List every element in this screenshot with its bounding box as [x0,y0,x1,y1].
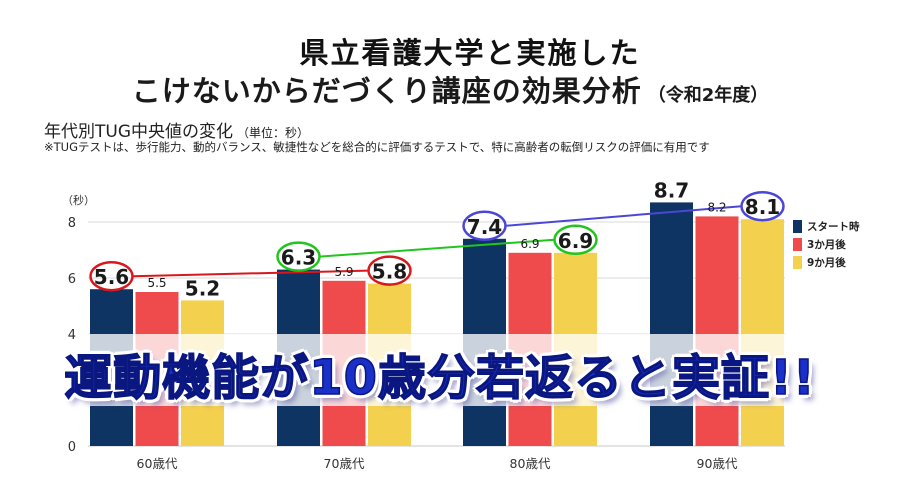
connector-line [505,205,742,227]
data-label: 6.9 [558,229,593,253]
y-tick-label: 4 [68,328,76,343]
chart-title-main: こけないからだづくり講座の効果分析 [131,74,642,108]
connector-line [319,238,555,258]
data-label: 8.7 [654,178,689,202]
highlight-circle [462,210,507,242]
data-label: 5.8 [372,260,407,284]
banner-band [88,334,788,406]
chart-title-line2: こけないからだづくり講座の効果分析 （令和2年度） [0,68,900,110]
x-tick-label: 70歳代 [324,456,365,471]
bar [695,216,739,446]
legend-swatch [793,256,802,269]
data-label: 5.5 [147,276,166,290]
x-tick-label: 60歳代 [137,456,178,471]
y-axis-label: （秒） [62,193,95,207]
y-ticks: 0 4 6 8 [68,216,76,455]
data-label: 5.6 [94,265,129,289]
banner-text: 運動機能が10歳分若返ると実証!! [63,349,816,407]
legend-label: 9か月後 [807,257,846,269]
highlight-circle [740,190,785,222]
data-label: 8.2 [707,200,726,214]
legend-item: スタート時 [793,219,860,234]
x-tick-labels: 60歳代 70歳代 80歳代 90歳代 [137,456,738,471]
subtitle-unit: （単位：秒） [237,126,310,140]
highlight-circle [89,260,134,292]
legend-item: 3か月後 [793,237,846,252]
highlight-circle [553,224,598,256]
bar [741,219,784,446]
bar [650,202,693,446]
tug-note: ※TUGテストは、歩行能力、動的バランス、敏捷性などを総合的に評価するテストで、… [44,140,710,154]
subtitle-text: 年代別TUG中央値の変化 [44,122,234,142]
chart-subtitle: 年代別TUG中央値の変化 （単位：秒） [44,117,309,142]
highlight-circle [367,255,412,286]
legend-item: 9か月後 [793,255,846,270]
chart-title-year: （令和2年度） [647,85,769,106]
legend-swatch [793,238,802,251]
y-tick-label: 6 [68,272,76,287]
chart-title-line1: 県立看護大学と実施した [299,36,641,70]
legend-swatch [793,220,802,233]
data-label: 8.1 [745,195,780,219]
x-tick-label: 80歳代 [510,456,551,471]
bars [90,202,784,446]
data-label: 7.4 [467,215,502,239]
y-tick-label: 0 [68,440,76,455]
connector-lines [89,190,785,292]
legend-label: 3か月後 [807,239,846,251]
connector-line [132,269,369,278]
x-tick-label: 90歳代 [697,456,738,471]
data-label: 5.2 [185,276,220,300]
data-label: 6.9 [520,237,539,251]
data-labels: 5.6 5.5 5.2 6.3 5.9 5.8 7.4 6.9 6.9 8.7 8.2 8.1 [94,178,780,300]
data-label: 6.3 [281,246,316,270]
legend-label: スタート時 [807,221,860,233]
highlight-circle [276,241,321,272]
headline-banner: 運動機能が10歳分若返ると実証!! [0,334,900,407]
data-label: 5.9 [334,265,353,279]
y-tick-label: 8 [68,216,76,231]
